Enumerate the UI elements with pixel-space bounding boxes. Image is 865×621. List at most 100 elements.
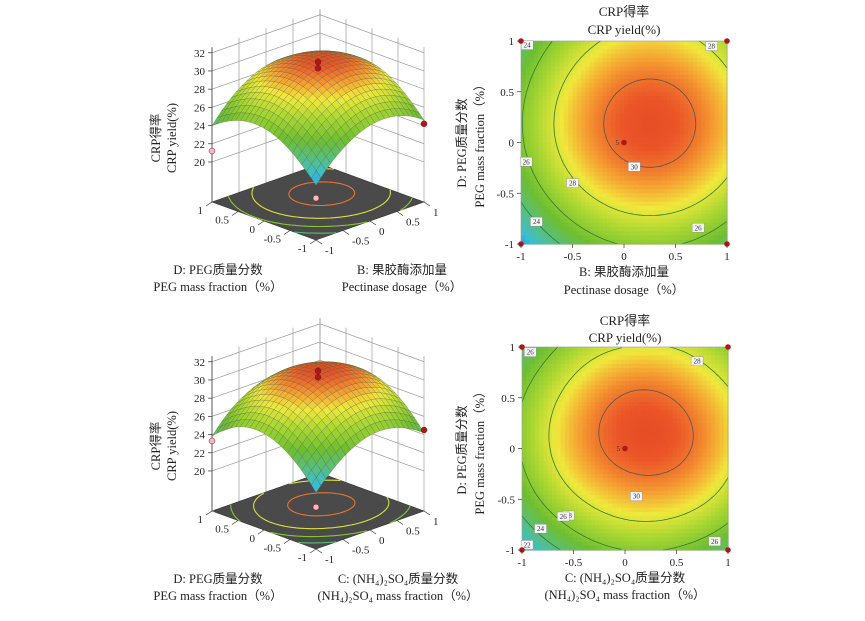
heatmap-cell xyxy=(722,87,728,93)
heatmap-cell xyxy=(542,176,548,182)
contour-title-en: CRP yield(%) xyxy=(589,330,662,345)
heatmap-cell xyxy=(598,87,604,93)
heatmap-cell xyxy=(607,351,613,357)
heatmap-cell xyxy=(654,146,659,152)
heatmap-cell xyxy=(521,83,526,89)
heatmap-cell xyxy=(654,134,659,139)
heatmap-cell xyxy=(723,423,729,428)
heatmap-cell xyxy=(650,435,656,441)
heatmap-cell xyxy=(526,456,532,462)
heatmap-cell xyxy=(534,368,540,373)
heatmap-cell xyxy=(641,235,647,241)
heatmap-cell xyxy=(625,372,630,378)
heatmap-cell xyxy=(598,117,604,122)
heatmap-cell xyxy=(538,167,544,173)
heatmap-cell xyxy=(641,159,647,165)
heatmap-cell xyxy=(526,431,532,437)
heatmap-cell xyxy=(632,104,638,110)
heatmap-cell xyxy=(696,159,702,165)
heatmap-cell xyxy=(710,397,716,403)
heatmap-cell xyxy=(546,41,552,46)
heatmap-cell xyxy=(547,423,553,428)
heatmap-cell xyxy=(585,163,591,169)
heatmap-cell xyxy=(590,414,596,420)
heatmap-cell xyxy=(632,138,638,144)
heatmap-cell xyxy=(546,193,552,199)
heatmap-cell xyxy=(602,83,608,89)
heatmap-cell xyxy=(632,189,638,194)
heatmap-cell xyxy=(522,456,527,462)
heatmap-cell xyxy=(642,359,648,365)
heatmap-cell xyxy=(611,83,617,89)
heatmap-cell xyxy=(636,45,642,51)
heatmap-cell xyxy=(667,414,673,420)
heatmap-cell xyxy=(585,41,591,46)
heatmap-cell xyxy=(624,138,629,144)
heatmap-cell xyxy=(667,372,673,378)
heatmap-cell xyxy=(688,79,694,84)
heatmap-cell xyxy=(628,134,634,139)
heatmap-cell xyxy=(612,351,618,357)
heatmap-cell xyxy=(637,440,643,445)
heatmap-cell xyxy=(688,95,694,101)
heatmap-cell xyxy=(658,41,664,46)
heatmap-cell xyxy=(718,189,724,194)
heatmap-cell xyxy=(559,66,565,72)
heatmap-cell xyxy=(581,79,586,84)
heatmap-cell xyxy=(701,57,707,63)
heatmap-cell xyxy=(654,70,659,76)
heatmap-cell xyxy=(611,45,617,51)
heatmap-cell xyxy=(633,435,639,441)
heatmap-cell xyxy=(641,239,647,245)
heatmap-cell xyxy=(559,172,565,177)
heatmap-cell xyxy=(589,197,595,203)
heatmap-cell xyxy=(666,142,672,148)
heatmap-cell xyxy=(546,57,552,63)
heatmap-cell xyxy=(702,473,708,479)
heatmap-cell xyxy=(572,231,578,237)
heatmap-cell xyxy=(662,121,668,127)
heatmap-cell xyxy=(662,41,668,46)
heatmap-cell xyxy=(645,218,651,224)
heatmap-cell xyxy=(649,214,655,220)
heatmap-cell xyxy=(593,150,599,156)
heatmap-cell xyxy=(555,41,561,46)
heatmap-cell xyxy=(719,444,725,450)
heatmap-cell xyxy=(606,184,612,190)
heatmap-cell xyxy=(722,117,728,122)
heatmap-cell xyxy=(563,205,569,211)
heatmap-cell xyxy=(586,452,592,458)
heatmap-cell xyxy=(675,231,681,237)
heatmap-cell xyxy=(593,176,599,182)
heatmap-cell xyxy=(538,57,544,63)
heatmap-cell xyxy=(533,172,539,177)
heatmap-cell xyxy=(619,91,625,97)
heatmap-cell xyxy=(559,189,565,194)
heatmap-cell xyxy=(692,49,698,55)
heatmap-cell xyxy=(714,125,720,131)
heatmap-cell xyxy=(696,83,702,89)
heatmap-cell xyxy=(705,57,711,63)
heatmap-cell xyxy=(525,167,531,173)
heatmap-cell xyxy=(559,62,565,67)
heatmap-cell xyxy=(645,125,651,131)
heatmap-cell xyxy=(598,66,604,72)
heatmap-cell xyxy=(675,121,681,127)
heatmap-cell xyxy=(606,193,612,199)
heatmap-cell xyxy=(612,440,618,445)
heatmap-cell xyxy=(646,448,652,454)
heatmap-cell xyxy=(611,231,617,237)
heatmap-cell xyxy=(525,184,531,190)
heatmap-cell xyxy=(692,172,698,177)
heatmap-cell xyxy=(715,389,721,395)
heatmap-cell xyxy=(632,150,638,156)
heatmap-cell xyxy=(559,176,565,182)
heatmap-cell xyxy=(577,347,583,352)
heatmap-cell xyxy=(598,134,604,139)
heatmap-cell xyxy=(684,146,689,152)
heatmap-cell xyxy=(551,45,556,51)
heatmap-cell xyxy=(667,397,673,403)
heatmap-cell xyxy=(582,359,587,365)
heatmap-cell xyxy=(654,49,659,55)
heatmap-cell xyxy=(543,465,549,471)
